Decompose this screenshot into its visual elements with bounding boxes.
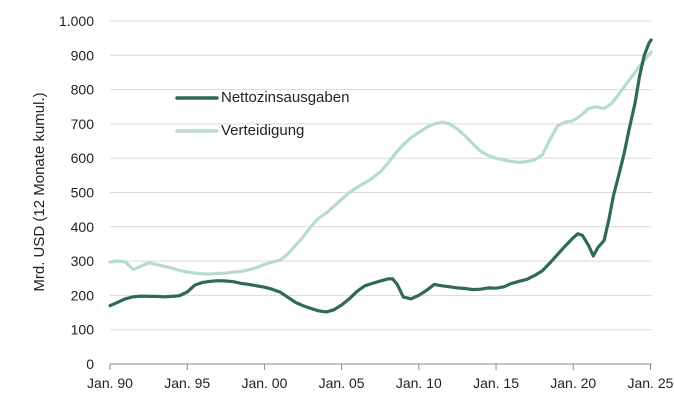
series-lines [108, 38, 653, 314]
y-tick-label: 1.000 [59, 13, 94, 29]
x-tick-label: Jan. 15 [473, 375, 519, 391]
legend: Nettozinsausgaben Verteidigung [175, 89, 349, 139]
x-tick-label: Jan. 20 [550, 375, 596, 391]
y-tick-label: 100 [71, 322, 95, 338]
grid-lines [110, 20, 652, 331]
y-tick-label: 900 [71, 47, 95, 63]
x-tick-label: Jan. 00 [241, 375, 287, 391]
y-axis-label: Mrd. USD (12 Monate kumul.) [31, 92, 48, 291]
y-tick-label: 200 [71, 287, 95, 303]
y-tick-label: 0 [86, 356, 94, 372]
x-tick-label: Jan. 95 [164, 375, 210, 391]
y-tick-label: 300 [71, 253, 95, 269]
y-tick-label: 500 [71, 185, 95, 201]
x-tick-label: Jan. 25 [627, 375, 673, 391]
axes: 0 100 200 300 400 500 600 700 800 900 1.000 Jan. 90… [59, 13, 674, 391]
x-tick-label: Jan. 90 [87, 375, 133, 391]
legend-label: Verteidigung [221, 122, 304, 139]
y-tick-label: 400 [71, 219, 95, 235]
x-tick-label: Jan. 10 [396, 375, 442, 391]
legend-label: Nettozinsausgaben [221, 89, 349, 106]
series-line-nettozinsausgaben [108, 38, 653, 314]
x-tick-label: Jan. 05 [319, 375, 365, 391]
y-tick-label: 600 [71, 150, 95, 166]
y-tick-label: 700 [71, 116, 95, 132]
series-line-verteidigung [108, 50, 653, 276]
y-tick-label: 800 [71, 82, 95, 98]
